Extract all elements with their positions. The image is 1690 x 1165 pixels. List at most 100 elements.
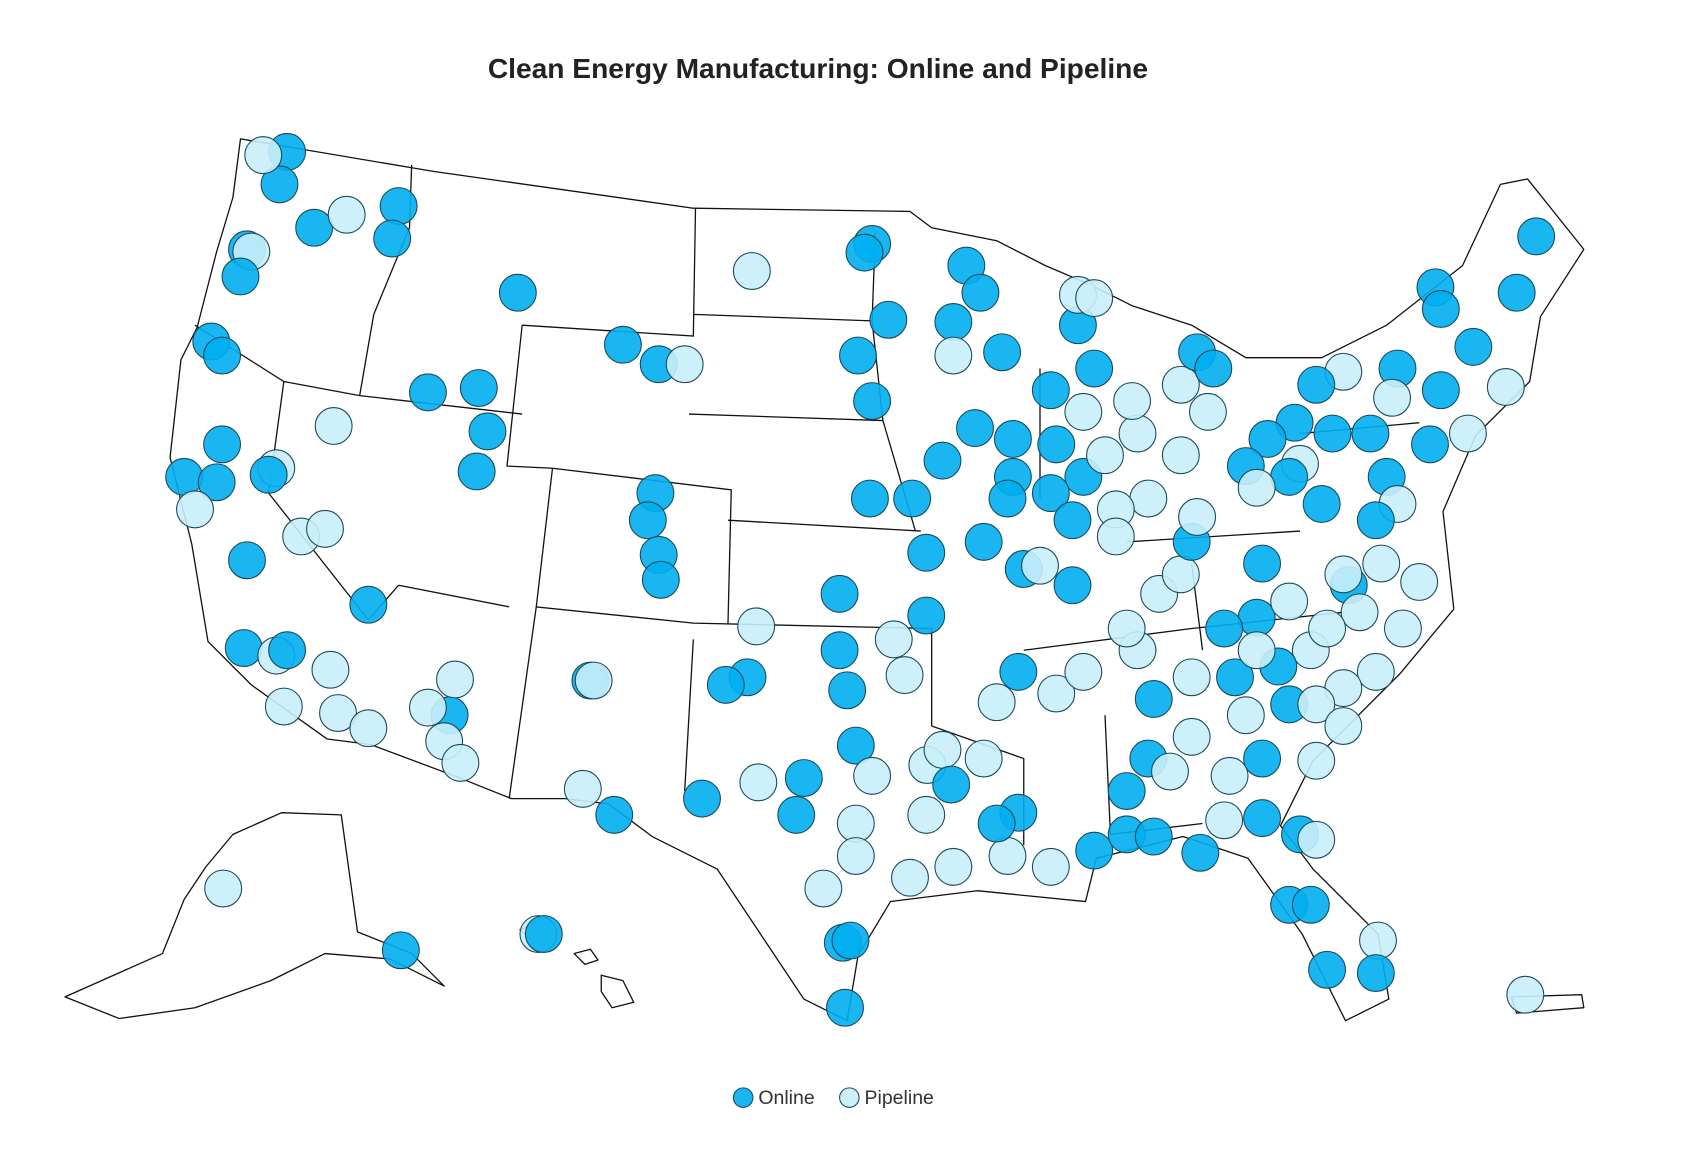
facility-marker (1031, 847, 1070, 886)
facility-marker (777, 795, 816, 834)
facility-marker (820, 574, 859, 613)
facility-marker (1486, 368, 1525, 406)
facility-marker (221, 257, 260, 296)
facility-marker (1362, 544, 1401, 583)
alaska (64, 812, 445, 1020)
us-outline (169, 138, 1585, 1022)
facility-marker (641, 560, 680, 599)
facility-marker (1308, 609, 1347, 648)
facility-marker (1297, 685, 1336, 724)
facility-marker (1037, 425, 1076, 464)
facility-marker (1205, 609, 1244, 648)
legend-label: Pipeline (865, 1087, 934, 1109)
facility-marker (1400, 563, 1439, 601)
facility-marker (850, 479, 889, 518)
facility-marker (1053, 501, 1092, 540)
facility-marker (1194, 349, 1233, 388)
facility-marker (907, 533, 946, 572)
facility-marker (1226, 696, 1265, 735)
facility-marker (1359, 921, 1397, 960)
facility-marker (932, 765, 971, 804)
facility-marker (468, 412, 507, 451)
legend-swatch (839, 1087, 860, 1108)
facility-marker (1172, 717, 1211, 756)
facility-marker (853, 382, 892, 420)
facility-marker (1107, 609, 1146, 648)
facility-marker (1037, 674, 1076, 713)
facility-marker (977, 804, 1016, 843)
facility-marker (874, 620, 913, 659)
facility-marker (295, 208, 334, 247)
facility-marker (934, 336, 973, 375)
facility-marker (306, 509, 344, 548)
facility-marker (1324, 707, 1363, 745)
facility-marker (1134, 817, 1173, 856)
facility-marker (203, 336, 242, 375)
facility-marker (1373, 378, 1412, 417)
facility-marker (441, 743, 480, 782)
facility-marker (1021, 546, 1059, 585)
facility-marker (1172, 658, 1211, 697)
facility-marker (1151, 752, 1189, 791)
facility-marker (1205, 801, 1244, 840)
facility-marker (203, 425, 242, 464)
facility-marker (961, 273, 1000, 312)
facility-marker (828, 671, 867, 710)
facility-marker (244, 136, 283, 175)
facility-marker (977, 683, 1016, 722)
facility-marker (820, 631, 859, 670)
facility-marker (408, 688, 447, 727)
facility-marker (1096, 517, 1135, 556)
facility-marker (260, 165, 299, 204)
facility-marker (706, 665, 745, 704)
facility-marker (1517, 217, 1556, 256)
legend: Online Pipeline (732, 1087, 934, 1109)
facility-marker (349, 585, 388, 624)
facility-marker (836, 726, 875, 765)
facility-marker (1031, 371, 1070, 410)
facility-marker (891, 858, 929, 897)
facility-marker (1075, 831, 1114, 870)
facility-marker (1053, 566, 1092, 605)
facility-marker (853, 756, 892, 795)
facility-marker (1075, 349, 1114, 388)
facility-marker (498, 273, 537, 312)
facility-marker (964, 739, 1003, 778)
facility-marker (165, 457, 204, 496)
facility-marker (665, 345, 704, 384)
facility-marker (1506, 975, 1545, 1014)
facility-marker (999, 652, 1038, 691)
facility-marker (327, 195, 366, 234)
facility-marker (1188, 392, 1227, 431)
facility-marker (1243, 544, 1282, 583)
facility-marker (628, 501, 667, 540)
facility-marker (224, 629, 263, 667)
facility-marker (831, 921, 870, 960)
facility-marker (379, 187, 418, 226)
facility-marker (1497, 273, 1536, 312)
facility-marker (574, 661, 613, 700)
facility-marker (1351, 414, 1390, 453)
facility-marker (923, 441, 962, 480)
facility-marker (1448, 414, 1487, 453)
facility-marker (1411, 425, 1449, 464)
facility-marker (436, 660, 474, 699)
facility-marker (885, 656, 924, 695)
facility-marker (1113, 382, 1152, 420)
facility-marker (907, 795, 946, 834)
facility-marker (1075, 279, 1114, 318)
facility-marker (1421, 371, 1460, 410)
facility-marker (1181, 833, 1220, 872)
facility-marker (524, 915, 563, 953)
facility-marker (732, 252, 771, 290)
facility-marker (1291, 885, 1330, 924)
facility-marker (983, 333, 1022, 372)
facility-marker (1064, 392, 1103, 431)
map-title: Clean Energy Manufacturing: Online and P… (488, 53, 1148, 84)
facility-marker (869, 300, 908, 339)
legend-swatch (732, 1087, 754, 1108)
facility-marker (1356, 954, 1395, 992)
facility-marker (907, 596, 946, 635)
facility-marker (956, 409, 994, 448)
